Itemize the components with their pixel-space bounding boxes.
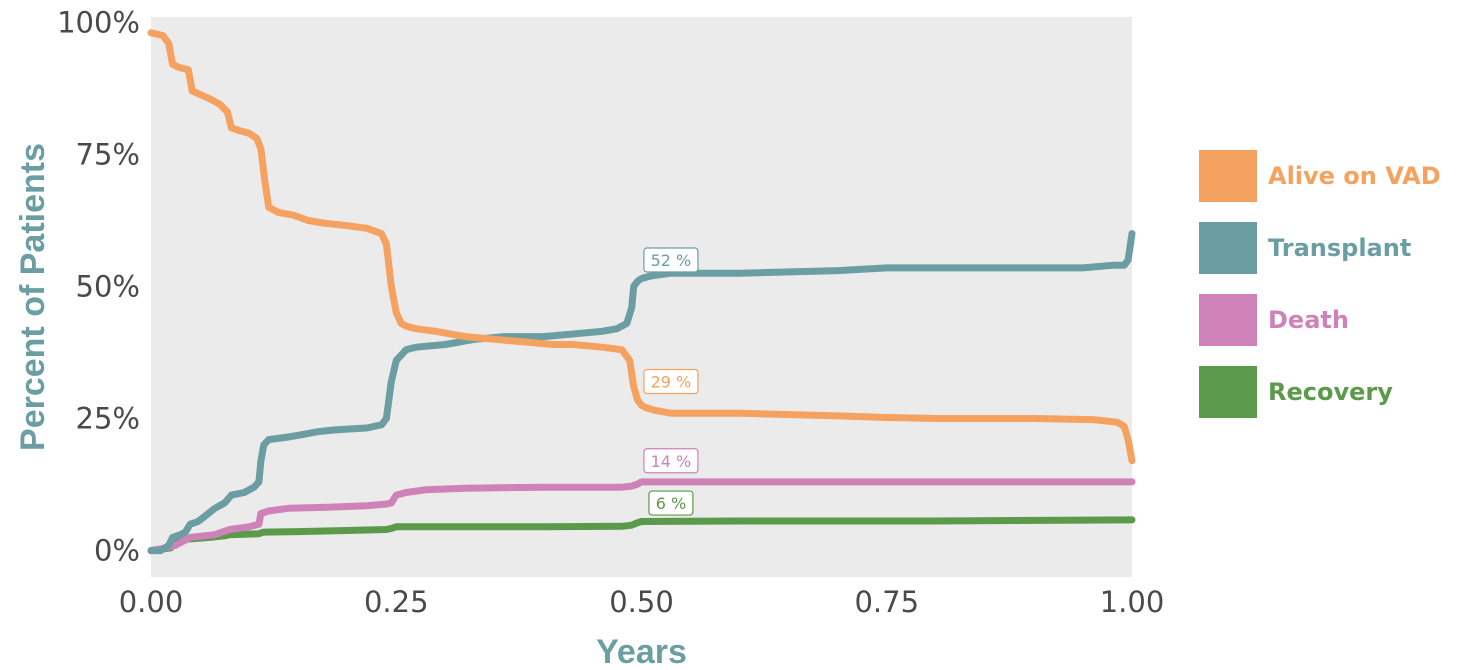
x-axis-title: Years [596,633,687,670]
x-tick-label: 1.00 [1100,585,1165,619]
callout-alive-on-vad: 29 % [643,368,699,395]
callout-box [643,368,699,395]
x-axis-ticks: 0.00 0.25 0.50 0.75 1.00 [119,585,1165,619]
legend: Alive on VAD Transplant Death Recovery [1199,150,1441,438]
plot-background [151,17,1132,577]
legend-label: Recovery [1268,378,1393,406]
y-tick-label: 25% [76,402,140,436]
y-axis-ticks: 0% 25% 50% 75% 100% [57,5,140,567]
x-tick-label: 0.50 [609,585,674,619]
callout-label: 14 % [651,452,692,471]
x-tick-label: 0.75 [854,585,919,619]
legend-item-recovery: Recovery [1199,366,1441,418]
legend-label: Death [1268,306,1349,334]
y-axis-title: Percent of Patients [14,143,52,451]
y-tick-label: 50% [76,269,140,303]
series-lines [147,29,1136,555]
series-line-death [147,478,1136,555]
series-line-transplant [147,230,1136,555]
y-tick-label: 0% [94,534,140,568]
callout-box [648,490,694,516]
y-tick-label: 100% [57,5,140,39]
x-tick-label: 0.25 [364,585,429,619]
callout-label: 6 % [656,494,686,513]
callout-death: 14 % [643,448,699,474]
series-line-alive-on-vad [147,29,1136,465]
y-tick-label: 75% [76,137,140,171]
legend-swatch [1199,150,1257,202]
callout-transplant: 52 % [643,247,699,273]
legend-swatch [1199,222,1257,274]
callout-box [643,247,699,273]
callout-recovery: 6 % [648,490,694,516]
callout-label: 52 % [651,251,692,270]
legend-label: Transplant [1268,234,1412,262]
end-value-callouts: 29 % 52 % 14 % 6 % [643,247,699,516]
legend-label: Alive on VAD [1268,162,1441,190]
legend-item-death: Death [1199,294,1441,346]
legend-swatch [1199,366,1257,418]
callout-label: 29 % [651,373,692,392]
callout-box [643,448,699,474]
legend-swatch [1199,294,1257,346]
legend-item-transplant: Transplant [1199,222,1441,274]
x-tick-label: 0.00 [119,585,184,619]
legend-item-alive-on-vad: Alive on VAD [1199,150,1441,202]
